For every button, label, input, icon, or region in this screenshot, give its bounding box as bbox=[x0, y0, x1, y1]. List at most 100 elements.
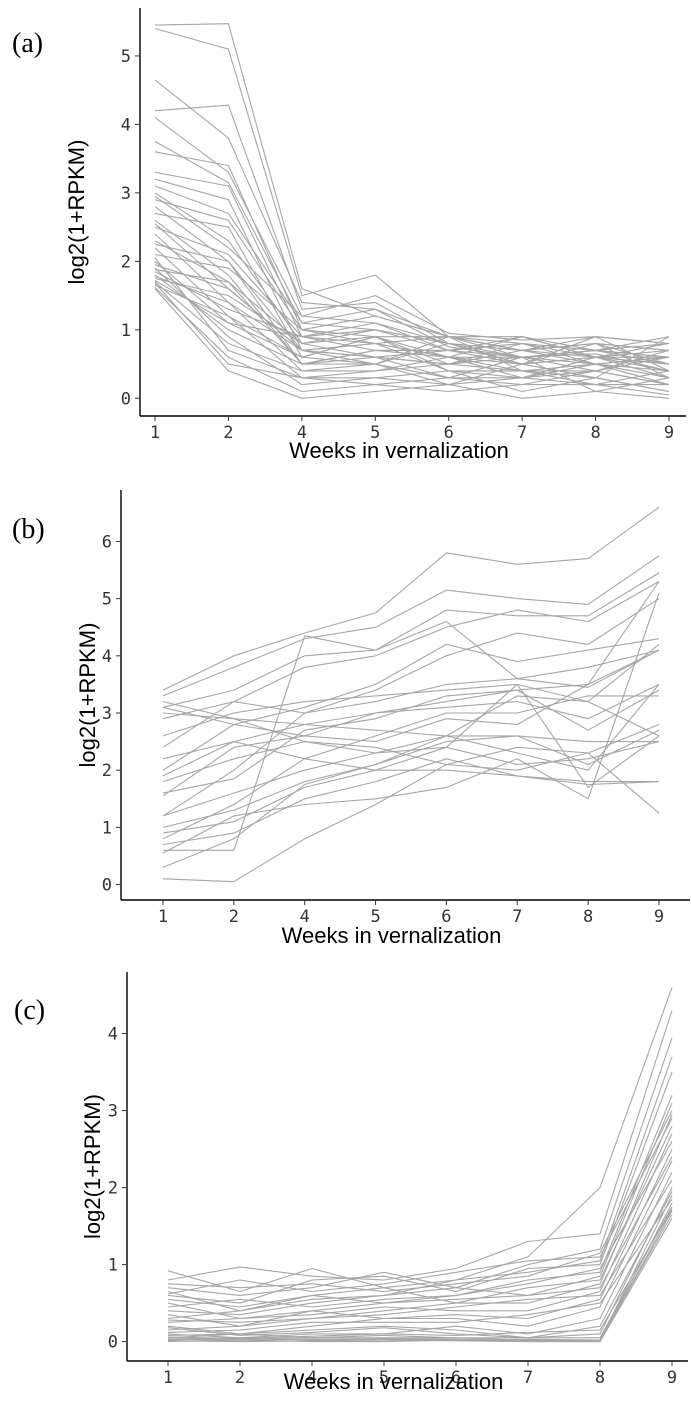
x-axis-title: Weeks in vernalization bbox=[289, 438, 509, 463]
series-line bbox=[162, 581, 660, 720]
series-line bbox=[162, 649, 660, 817]
series-line bbox=[162, 741, 660, 814]
series-line bbox=[167, 1110, 673, 1293]
y-tick-label: 6 bbox=[102, 532, 112, 552]
series-line bbox=[163, 620, 660, 851]
series-line bbox=[162, 741, 660, 834]
y-tick-label: 5 bbox=[102, 590, 112, 610]
series-lines bbox=[167, 987, 673, 1343]
y-tick-label: 1 bbox=[102, 818, 112, 838]
series-line bbox=[167, 1148, 673, 1335]
series-line bbox=[154, 282, 669, 386]
series-line bbox=[162, 741, 659, 783]
series-line bbox=[162, 643, 660, 737]
x-axis-title: Weeks in vernalization bbox=[284, 1369, 504, 1394]
x-tick-label: 7 bbox=[512, 907, 522, 927]
series-line bbox=[162, 723, 660, 883]
series-line bbox=[154, 274, 670, 393]
series-line bbox=[154, 178, 670, 358]
series-line bbox=[167, 1037, 673, 1296]
y-tick-label: 3 bbox=[102, 704, 112, 724]
series-line bbox=[154, 288, 670, 399]
x-tick-label: 8 bbox=[583, 907, 593, 927]
y-tick-label: 1 bbox=[121, 321, 131, 341]
series-line bbox=[162, 683, 660, 788]
x-tick-label: 5 bbox=[370, 423, 380, 443]
x-tick-label: 5 bbox=[379, 1368, 389, 1388]
series-line bbox=[167, 1198, 673, 1333]
x-tick-label: 9 bbox=[664, 423, 674, 443]
series-line bbox=[167, 1191, 673, 1339]
x-tick-label: 4 bbox=[300, 907, 310, 927]
series-line bbox=[154, 151, 670, 365]
x-tick-label: 7 bbox=[517, 423, 527, 443]
series-line bbox=[154, 226, 670, 351]
series-line bbox=[162, 683, 660, 737]
series-line bbox=[162, 695, 659, 840]
y-axis-title: log2(1+RPKM) bbox=[80, 1094, 105, 1239]
series-lines bbox=[162, 506, 660, 883]
x-tick-label: 1 bbox=[158, 907, 168, 927]
series-line bbox=[154, 223, 670, 379]
series-line bbox=[154, 280, 670, 372]
y-tick-label: 2 bbox=[102, 761, 112, 781]
panel-label: (a) bbox=[12, 28, 43, 59]
series-line bbox=[167, 1141, 673, 1308]
series-line bbox=[162, 695, 660, 817]
x-tick-label: 7 bbox=[523, 1368, 533, 1388]
y-tick-label: 1 bbox=[108, 1256, 118, 1276]
series-line bbox=[167, 1214, 673, 1343]
series-line bbox=[154, 192, 670, 372]
series-line bbox=[167, 1010, 673, 1281]
series-line bbox=[154, 267, 670, 393]
series-line bbox=[167, 1208, 673, 1340]
series-line bbox=[162, 689, 660, 794]
series-line bbox=[167, 1114, 673, 1327]
x-tick-label: 2 bbox=[223, 423, 233, 443]
y-tick-label: 4 bbox=[121, 115, 131, 135]
series-line bbox=[162, 729, 660, 868]
x-tick-label: 5 bbox=[370, 907, 380, 927]
y-tick-label: 2 bbox=[108, 1179, 118, 1199]
series-line bbox=[167, 1187, 673, 1339]
series-line bbox=[167, 1125, 673, 1320]
series-line bbox=[154, 243, 670, 365]
series-line bbox=[167, 1133, 673, 1323]
x-tick-label: 6 bbox=[451, 1368, 461, 1388]
x-tick-label: 2 bbox=[235, 1368, 245, 1388]
y-tick-label: 5 bbox=[121, 47, 131, 67]
series-line bbox=[162, 638, 660, 771]
series-line bbox=[162, 598, 660, 748]
series-line bbox=[162, 506, 660, 691]
y-tick-label: 4 bbox=[108, 1025, 118, 1045]
x-tick-label: 4 bbox=[307, 1368, 317, 1388]
y-tick-label: 2 bbox=[121, 252, 131, 272]
y-tick-label: 0 bbox=[102, 876, 112, 896]
x-tick-label: 8 bbox=[590, 423, 600, 443]
y-tick-label: 0 bbox=[108, 1333, 118, 1353]
x-tick-label: 1 bbox=[150, 423, 160, 443]
series-line bbox=[154, 117, 670, 345]
y-tick-label: 3 bbox=[108, 1102, 118, 1122]
panel-c: 0 1 2 3 4 1 2 4 5 6 7 8 9 Weeks in vernalization log2(… bbox=[14, 972, 688, 1394]
series-line bbox=[167, 1171, 673, 1339]
panel-label: (b) bbox=[12, 514, 45, 545]
series-line bbox=[167, 1160, 673, 1331]
series-line bbox=[162, 649, 660, 777]
series-lines bbox=[154, 23, 670, 399]
series-line bbox=[154, 257, 670, 386]
series-line bbox=[167, 1118, 673, 1295]
series-line bbox=[162, 572, 660, 708]
x-tick-label: 2 bbox=[229, 907, 239, 927]
series-line bbox=[162, 592, 660, 854]
series-line bbox=[167, 1071, 673, 1304]
x-tick-label: 6 bbox=[444, 423, 454, 443]
x-tick-label: 4 bbox=[297, 423, 307, 443]
series-line bbox=[167, 1102, 673, 1316]
y-tick-label: 3 bbox=[121, 184, 131, 204]
y-axis-title: log2(1+RPKM) bbox=[64, 140, 89, 285]
series-line bbox=[154, 195, 670, 358]
x-tick-label: 1 bbox=[163, 1368, 173, 1388]
y-tick-label: 0 bbox=[121, 389, 131, 409]
